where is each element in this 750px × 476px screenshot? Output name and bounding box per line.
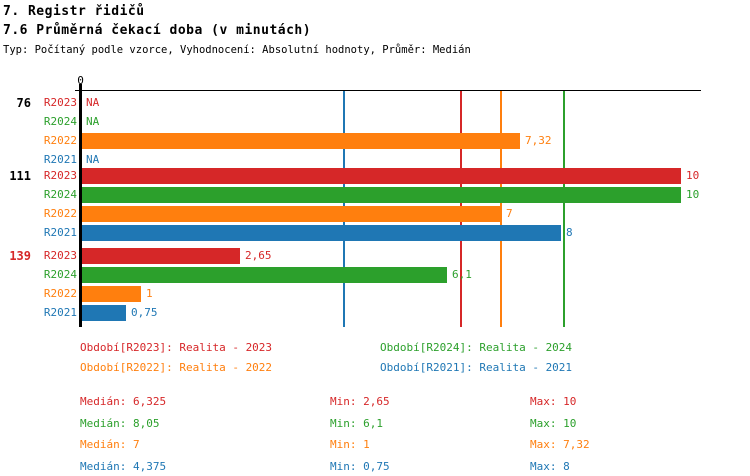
- bar-value-na: NA: [86, 153, 100, 166]
- legend-r2022: Období[R2022]: Realita - 2022: [80, 361, 273, 374]
- bar-value: 2,65: [245, 249, 272, 262]
- group-label-111: 111: [9, 169, 31, 183]
- median-line-r2022: [500, 91, 502, 327]
- group-label-139: 139: [9, 249, 31, 263]
- bar-value: 6,1: [452, 268, 472, 281]
- bar-value: 8: [566, 226, 573, 239]
- stat-median-r2024: Medián: 8,05: [80, 416, 160, 430]
- median-line-r2024: [563, 91, 565, 327]
- bar-r2021: [82, 225, 561, 241]
- stat-max-r2024: Max: 10: [530, 416, 577, 430]
- stat-median-r2022: Medián: 7: [80, 438, 140, 452]
- series-label-r2024: R2024: [43, 268, 77, 281]
- bar-r2024: [82, 187, 681, 203]
- bar-r2024: [82, 267, 447, 283]
- bar-r2023: [82, 168, 681, 184]
- bar-value: 10: [686, 169, 700, 182]
- bar-value-na: NA: [86, 115, 100, 128]
- series-label-r2022: R2022: [43, 287, 77, 300]
- series-label-r2023: R2023: [43, 249, 77, 262]
- bar-value: 10: [686, 188, 700, 201]
- legend-r2023: Období[R2023]: Realita - 2023: [80, 341, 273, 354]
- bar-r2022: [82, 133, 520, 149]
- group-label-76: 76: [16, 96, 31, 110]
- series-label-r2024: R2024: [43, 115, 77, 128]
- bar-r2023: [82, 248, 240, 264]
- legend-r2021: Období[R2021]: Realita - 2021: [380, 361, 573, 374]
- series-label-r2023: R2023: [43, 169, 77, 182]
- bar-value: 0,75: [131, 306, 158, 319]
- series-label-r2021: R2021: [43, 226, 77, 239]
- bar-value-na: NA: [86, 96, 100, 109]
- stat-max-r2023: Max: 10: [530, 395, 577, 408]
- stat-min-r2022: Min: 1: [330, 438, 370, 452]
- chart-meta-line: Typ: Počítaný podle vzorce, Vyhodnocení:…: [3, 44, 471, 56]
- bar-r2022: [82, 206, 501, 222]
- stat-median-r2023: Medián: 6,325: [80, 395, 167, 408]
- stat-min-r2023: Min: 2,65: [330, 395, 390, 408]
- legend: Období[R2023]: Realita - 2023 Období[R202…: [80, 341, 680, 381]
- series-label-r2022: R2022: [43, 134, 77, 147]
- bar-r2021: [82, 305, 126, 321]
- stat-max-r2021: Max: 8: [530, 459, 570, 473]
- stat-min-r2024: Min: 6,1: [330, 416, 383, 430]
- series-label-r2022: R2022: [43, 207, 77, 220]
- zero-baseline: [79, 84, 82, 327]
- stat-median-r2021: Medián: 4,375: [80, 459, 167, 473]
- stat-min-r2021: Min: 0,75: [330, 459, 390, 473]
- series-label-r2021: R2021: [43, 153, 77, 166]
- series-label-r2023: R2023: [43, 96, 77, 109]
- series-label-r2024: R2024: [43, 188, 77, 201]
- legend-r2024: Období[R2024]: Realita - 2024: [380, 341, 573, 354]
- x-axis-tick-zero: 0: [77, 74, 84, 87]
- page-title: 7. Registr řidičů: [3, 4, 145, 19]
- series-label-r2021: R2021: [43, 306, 77, 319]
- bar-value: 7: [506, 207, 513, 220]
- bar-value: 1: [146, 287, 153, 300]
- x-axis-line: [75, 90, 701, 91]
- stats: Medián: 6,325 Min: 2,65 Max: 10 Medián: 8,0…: [80, 395, 750, 476]
- chart-area: 0 76 R2023 NA R2024 NA R2022 7,32 R2021 NA 111 R20…: [9, 74, 701, 327]
- bar-r2022: [82, 286, 141, 302]
- bar-value: 7,32: [525, 134, 552, 147]
- chart-title: 7.6 Průměrná čekací doba (v minutách): [3, 23, 312, 38]
- stat-max-r2022: Max: 7,32: [530, 438, 590, 452]
